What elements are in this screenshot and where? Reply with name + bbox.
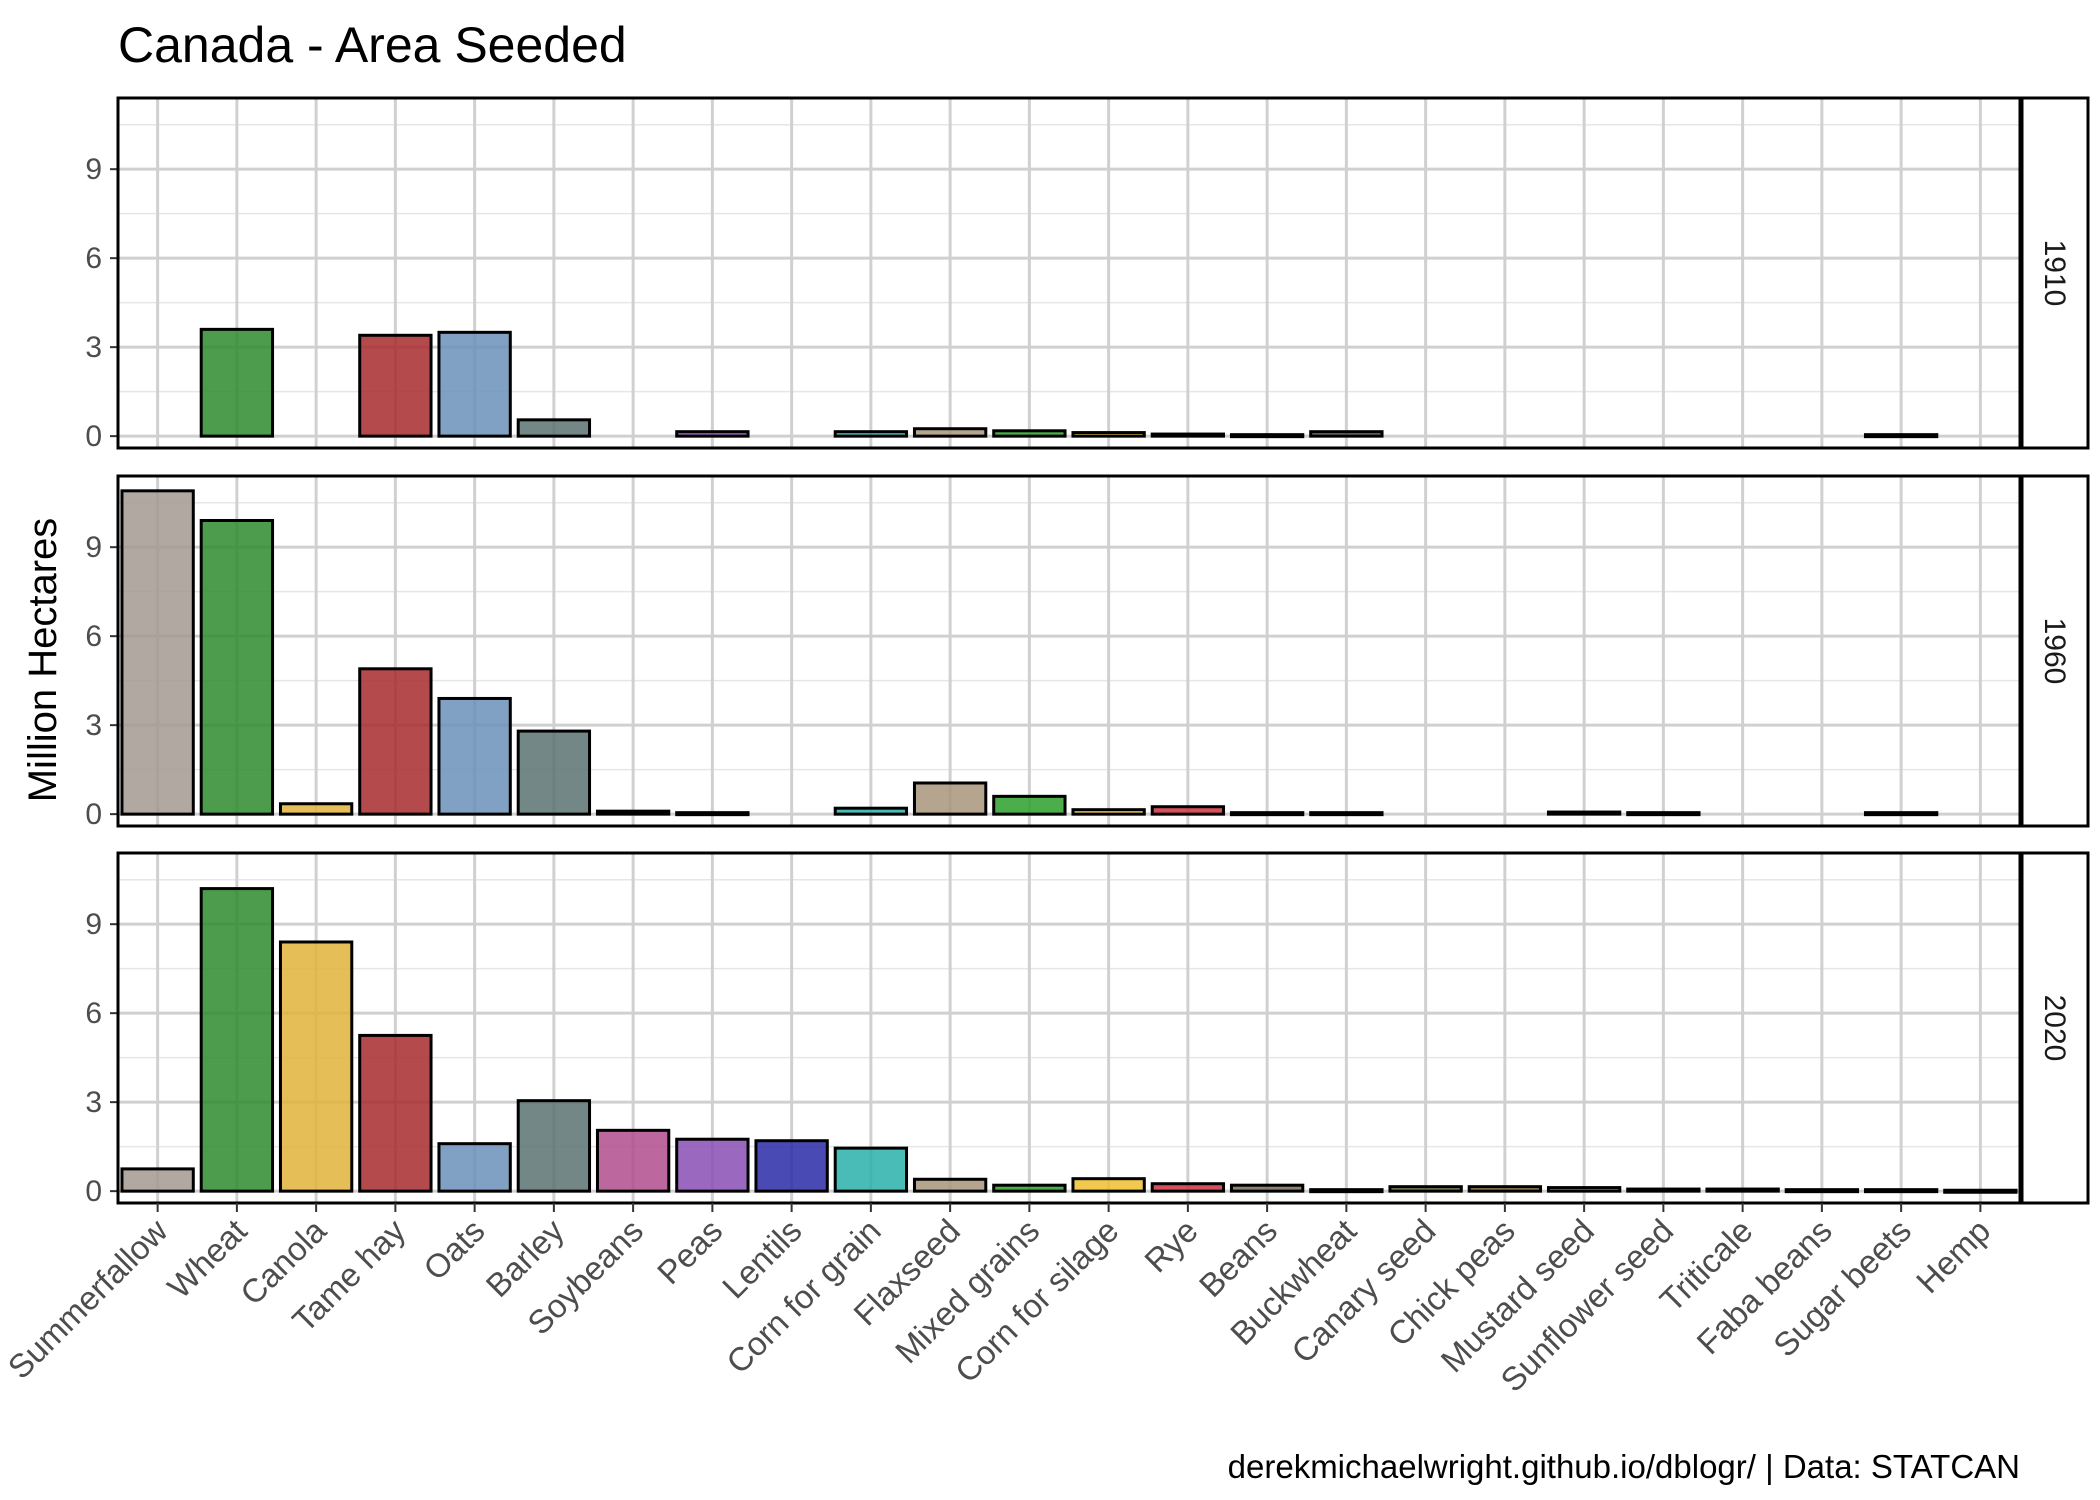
bar-2020-sunflower-seed [1626,1187,1701,1193]
x-tick-label: Rye [1137,1212,1205,1280]
bar-2020-lentils [754,1139,829,1193]
panel-2020: 0 3 6 9 2020 [85,851,2090,1208]
bar-1960-beans [1229,811,1305,817]
facet-strip-label: 1910 [2038,240,2071,307]
chart-caption: derekmichaelwright.github.io/dblogr/ | D… [1228,1448,2020,1485]
y-tick-label: 0 [85,420,102,453]
y-tick-label: 9 [85,153,102,186]
bar-2020-tame-hay [358,1033,433,1193]
bar-2020-wheat [199,887,275,1193]
bar-2020-barley [516,1099,592,1193]
y-tick-label: 0 [85,1175,102,1208]
panel-1960: 0 3 6 9 1960 [85,474,2090,831]
bar-2020-soybeans [595,1128,671,1193]
bar-1910-peas [675,430,750,438]
y-tick-label: 0 [85,798,102,831]
bar-1960-tame-hay [358,667,433,816]
bar-1960-sunflower-seed [1626,811,1701,817]
panel-background [118,476,2020,826]
facet-strip-label: 2020 [2038,995,2071,1062]
bar-1960-wheat [199,518,275,816]
bar-1910-oats [437,330,512,438]
bar-1960-peas [675,811,750,817]
y-tick-label: 3 [85,1086,102,1119]
bar-1960-rye [1150,805,1226,816]
panel-border [116,96,2022,450]
bar-2020-faba-beans [1784,1188,1860,1194]
panel-border [116,851,2022,1205]
bar-2020-sugar-beets [1863,1188,1939,1194]
bar-1960-mixed-grains [992,794,1067,816]
y-tick-label: 3 [85,331,102,364]
y-tick-label: 6 [85,620,102,653]
bar-2020-corn-for-silage [1071,1177,1146,1193]
bar-2020-flaxseed [912,1177,988,1193]
bar-1960-barley [516,729,592,816]
bar-1960-sugar-beets [1863,811,1939,817]
bar-2020-canola [278,940,354,1193]
facet-strip [2020,851,2090,1205]
y-tick-label: 9 [85,531,102,564]
bar-1960-corn-for-grain [833,806,909,816]
bar-2020-rye [1150,1182,1226,1193]
bar-1960-buckwheat [1309,811,1384,817]
y-tick-label: 9 [85,908,102,941]
bar-1960-soybeans [595,809,671,816]
bar-2020-chick-peas [1467,1185,1543,1193]
bar-1910-tame-hay [358,333,433,438]
panel-1910: 0 3 6 9 1910 [85,96,2090,453]
bar-2020-hemp [1943,1188,2018,1194]
bar-1960-corn-for-silage [1071,808,1146,816]
bar-2020-oats [437,1142,512,1193]
y-tick-label: 3 [85,709,102,742]
bar-2020-buckwheat [1309,1188,1384,1194]
bar-1910-wheat [199,327,275,438]
panel-border [116,474,2022,828]
chart-title: Canada - Area Seeded [118,17,627,73]
panel-background [118,853,2020,1203]
facet-strip [2020,96,2090,450]
bar-1960-summerfallow [120,489,195,816]
bar-1910-barley [516,418,592,438]
x-tick-label: Summerfallow [1,1212,175,1386]
panel-background [118,98,2020,448]
bar-2020-triticale [1705,1187,1780,1193]
y-tick-label: 6 [85,242,102,275]
bar-1960-mustard-seed [1546,810,1622,816]
bar-1910-buckwheat [1309,430,1384,438]
facet-strip-label: 1960 [2038,618,2071,685]
x-tick-label: Hemp [1909,1212,1997,1300]
y-axis-label: Million Hectares [21,518,65,803]
bar-1910-rye [1150,432,1226,438]
bar-1910-corn-for-silage [1071,431,1146,438]
bar-2020-mixed-grains [992,1183,1067,1193]
bar-1960-canola [278,802,354,816]
bar-1910-beans [1229,433,1305,439]
bar-1960-oats [437,696,512,816]
bar-2020-canary-seed [1388,1185,1463,1193]
bar-2020-peas [675,1137,750,1193]
bar-1910-flaxseed [912,427,988,438]
bar-2020-beans [1229,1183,1305,1193]
bar-2020-mustard-seed [1546,1186,1622,1193]
bar-2020-summerfallow [120,1167,195,1193]
bar-2020-corn-for-grain [833,1146,909,1193]
facet-panels: 0 3 6 9 1910 0 3 6 9 1960 0 3 6 9 2020 [85,96,2090,1208]
bar-1910-mixed-grains [992,429,1067,438]
bar-1910-sugar-beets [1863,433,1939,439]
y-tick-label: 6 [85,997,102,1030]
bar-1910-corn-for-grain [833,430,909,438]
bar-1960-flaxseed [912,781,988,816]
facet-strip [2020,474,2090,828]
